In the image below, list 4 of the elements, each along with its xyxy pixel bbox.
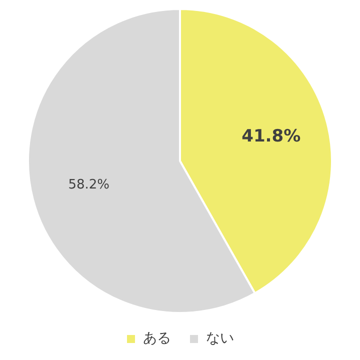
data-label: 58.2% [68,177,110,192]
data-label: 41.8% [242,126,301,146]
legend-label: ある [143,330,171,347]
legend-label: ない [206,330,234,347]
